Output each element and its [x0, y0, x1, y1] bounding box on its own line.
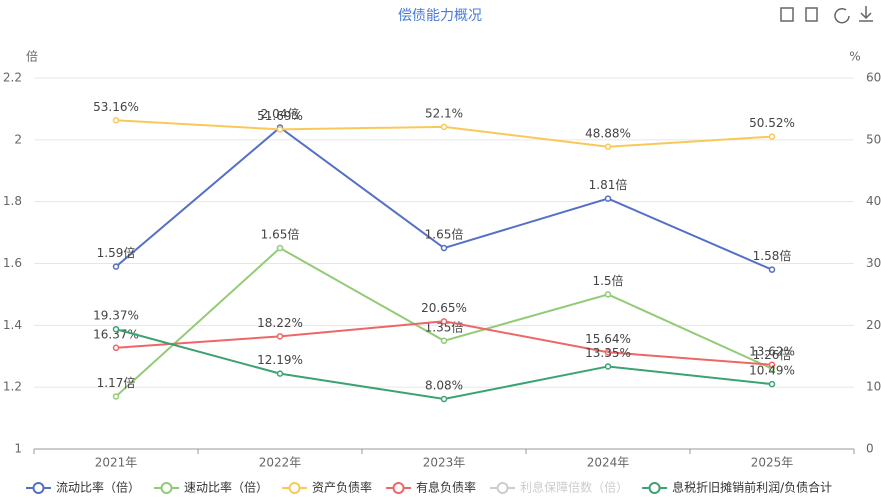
data-point — [112, 117, 120, 124]
data-label: 1.81倍 — [589, 177, 628, 192]
legend-item[interactable]: 有息负债率 — [386, 480, 476, 495]
legend-item[interactable]: 资产负债率 — [282, 480, 372, 495]
legend-label: 利息保障倍数（倍） — [520, 480, 628, 495]
x-tick-label: 2024年 — [587, 456, 630, 470]
data-label: 13.35% — [585, 346, 631, 360]
x-tick-label: 2025年 — [751, 456, 794, 470]
y2-tick-label: 0 — [866, 442, 874, 456]
data-point — [604, 143, 612, 151]
data-point — [768, 133, 776, 140]
y2-tick-label: 10 — [866, 380, 881, 394]
chart-title: 偿债能力概况 — [398, 8, 482, 24]
data-point — [112, 263, 120, 270]
data-label: 50.52% — [749, 116, 795, 130]
legend-symbol — [392, 482, 405, 494]
data-point — [276, 244, 284, 252]
x-tick-label: 2023年 — [423, 456, 466, 470]
download-icon[interactable] — [859, 6, 873, 22]
x-tick-label: 2022年 — [259, 456, 302, 470]
y-tick-label: 1 — [14, 442, 22, 456]
legend-item[interactable]: 流动比率（倍） — [26, 480, 140, 495]
data-label: 52.1% — [425, 106, 463, 120]
data-label: 8.08% — [425, 379, 463, 393]
data-point — [276, 126, 284, 133]
legend-item[interactable]: 速动比率（倍） — [154, 480, 268, 495]
data-point — [604, 349, 612, 356]
data-point — [440, 337, 448, 345]
y-tick-label: 1.2 — [3, 380, 22, 394]
legend-symbol — [160, 482, 173, 494]
y2-tick-label: 50 — [866, 132, 881, 146]
y-tick-label: 2 — [14, 132, 22, 146]
data-label: 13.62% — [749, 344, 795, 358]
data-label: 1.65倍 — [261, 227, 300, 242]
legend-label: 有息负债率 — [416, 480, 476, 495]
data-label: 15.64% — [585, 332, 631, 346]
data-point — [440, 244, 448, 252]
data-label: 1.17倍 — [97, 375, 136, 390]
data-point — [276, 370, 284, 377]
legend-label: 流动比率（倍） — [56, 480, 140, 495]
legend-symbol — [648, 482, 661, 494]
data-point — [768, 361, 776, 369]
y-tick-label: 1.4 — [3, 318, 22, 332]
y2-tick-label: 60 — [866, 71, 881, 85]
print-icon[interactable] — [780, 7, 794, 22]
y2-tick-label: 20 — [866, 318, 881, 332]
view-icon[interactable] — [805, 7, 818, 22]
data-point — [112, 344, 120, 352]
data-point — [276, 333, 284, 340]
legend-item[interactable]: 利息保障倍数（倍） — [490, 480, 628, 495]
y-tick-label: 1.6 — [3, 256, 22, 270]
y2-axis-unit: % — [849, 50, 860, 64]
data-label: 2.04倍 — [261, 106, 300, 121]
data-point — [440, 123, 448, 131]
data-label: 48.88% — [585, 126, 631, 140]
legend-symbol — [288, 482, 301, 494]
legend-label: 息税折旧摊销前利润/负债合计 — [672, 480, 832, 495]
data-point — [112, 325, 120, 333]
y2-tick-label: 30 — [866, 256, 881, 270]
data-point — [604, 363, 612, 370]
data-point — [440, 318, 448, 325]
y-tick-label: 2.2 — [3, 71, 22, 85]
x-tick-label: 2021年 — [95, 456, 138, 470]
data-label: 1.58倍 — [753, 248, 792, 263]
data-point — [112, 393, 120, 400]
data-label: 51.69% — [257, 109, 303, 123]
data-label: 53.16% — [93, 100, 139, 114]
legend-label: 资产负债率 — [312, 480, 372, 495]
data-label: 16.37% — [93, 327, 139, 341]
data-label: 18.22% — [257, 316, 303, 330]
data-point — [604, 291, 612, 298]
data-label: 1.59倍 — [97, 245, 136, 260]
legend-label: 速动比率（倍） — [184, 480, 268, 495]
legend-item[interactable]: 息税折旧摊销前利润/负债合计 — [642, 480, 832, 495]
data-label: 1.26倍 — [753, 347, 792, 362]
data-label: 1.65倍 — [425, 227, 464, 242]
data-label: 1.5倍 — [592, 273, 623, 288]
data-label: 12.19% — [257, 353, 303, 367]
data-label: 19.37% — [93, 309, 139, 323]
data-point — [768, 266, 776, 273]
data-label: 20.65% — [421, 301, 467, 315]
data-label: 10.49% — [749, 364, 795, 378]
y-tick-label: 1.8 — [3, 194, 22, 208]
y2-tick-label: 40 — [866, 194, 881, 208]
toolbox[interactable] — [780, 6, 873, 24]
data-point — [440, 395, 448, 403]
refresh-icon[interactable] — [834, 8, 850, 24]
legend-symbol — [32, 482, 45, 494]
y-axis-unit: 倍 — [26, 49, 38, 64]
data-point — [768, 380, 776, 388]
legend-symbol — [496, 482, 509, 494]
data-point — [604, 195, 612, 202]
